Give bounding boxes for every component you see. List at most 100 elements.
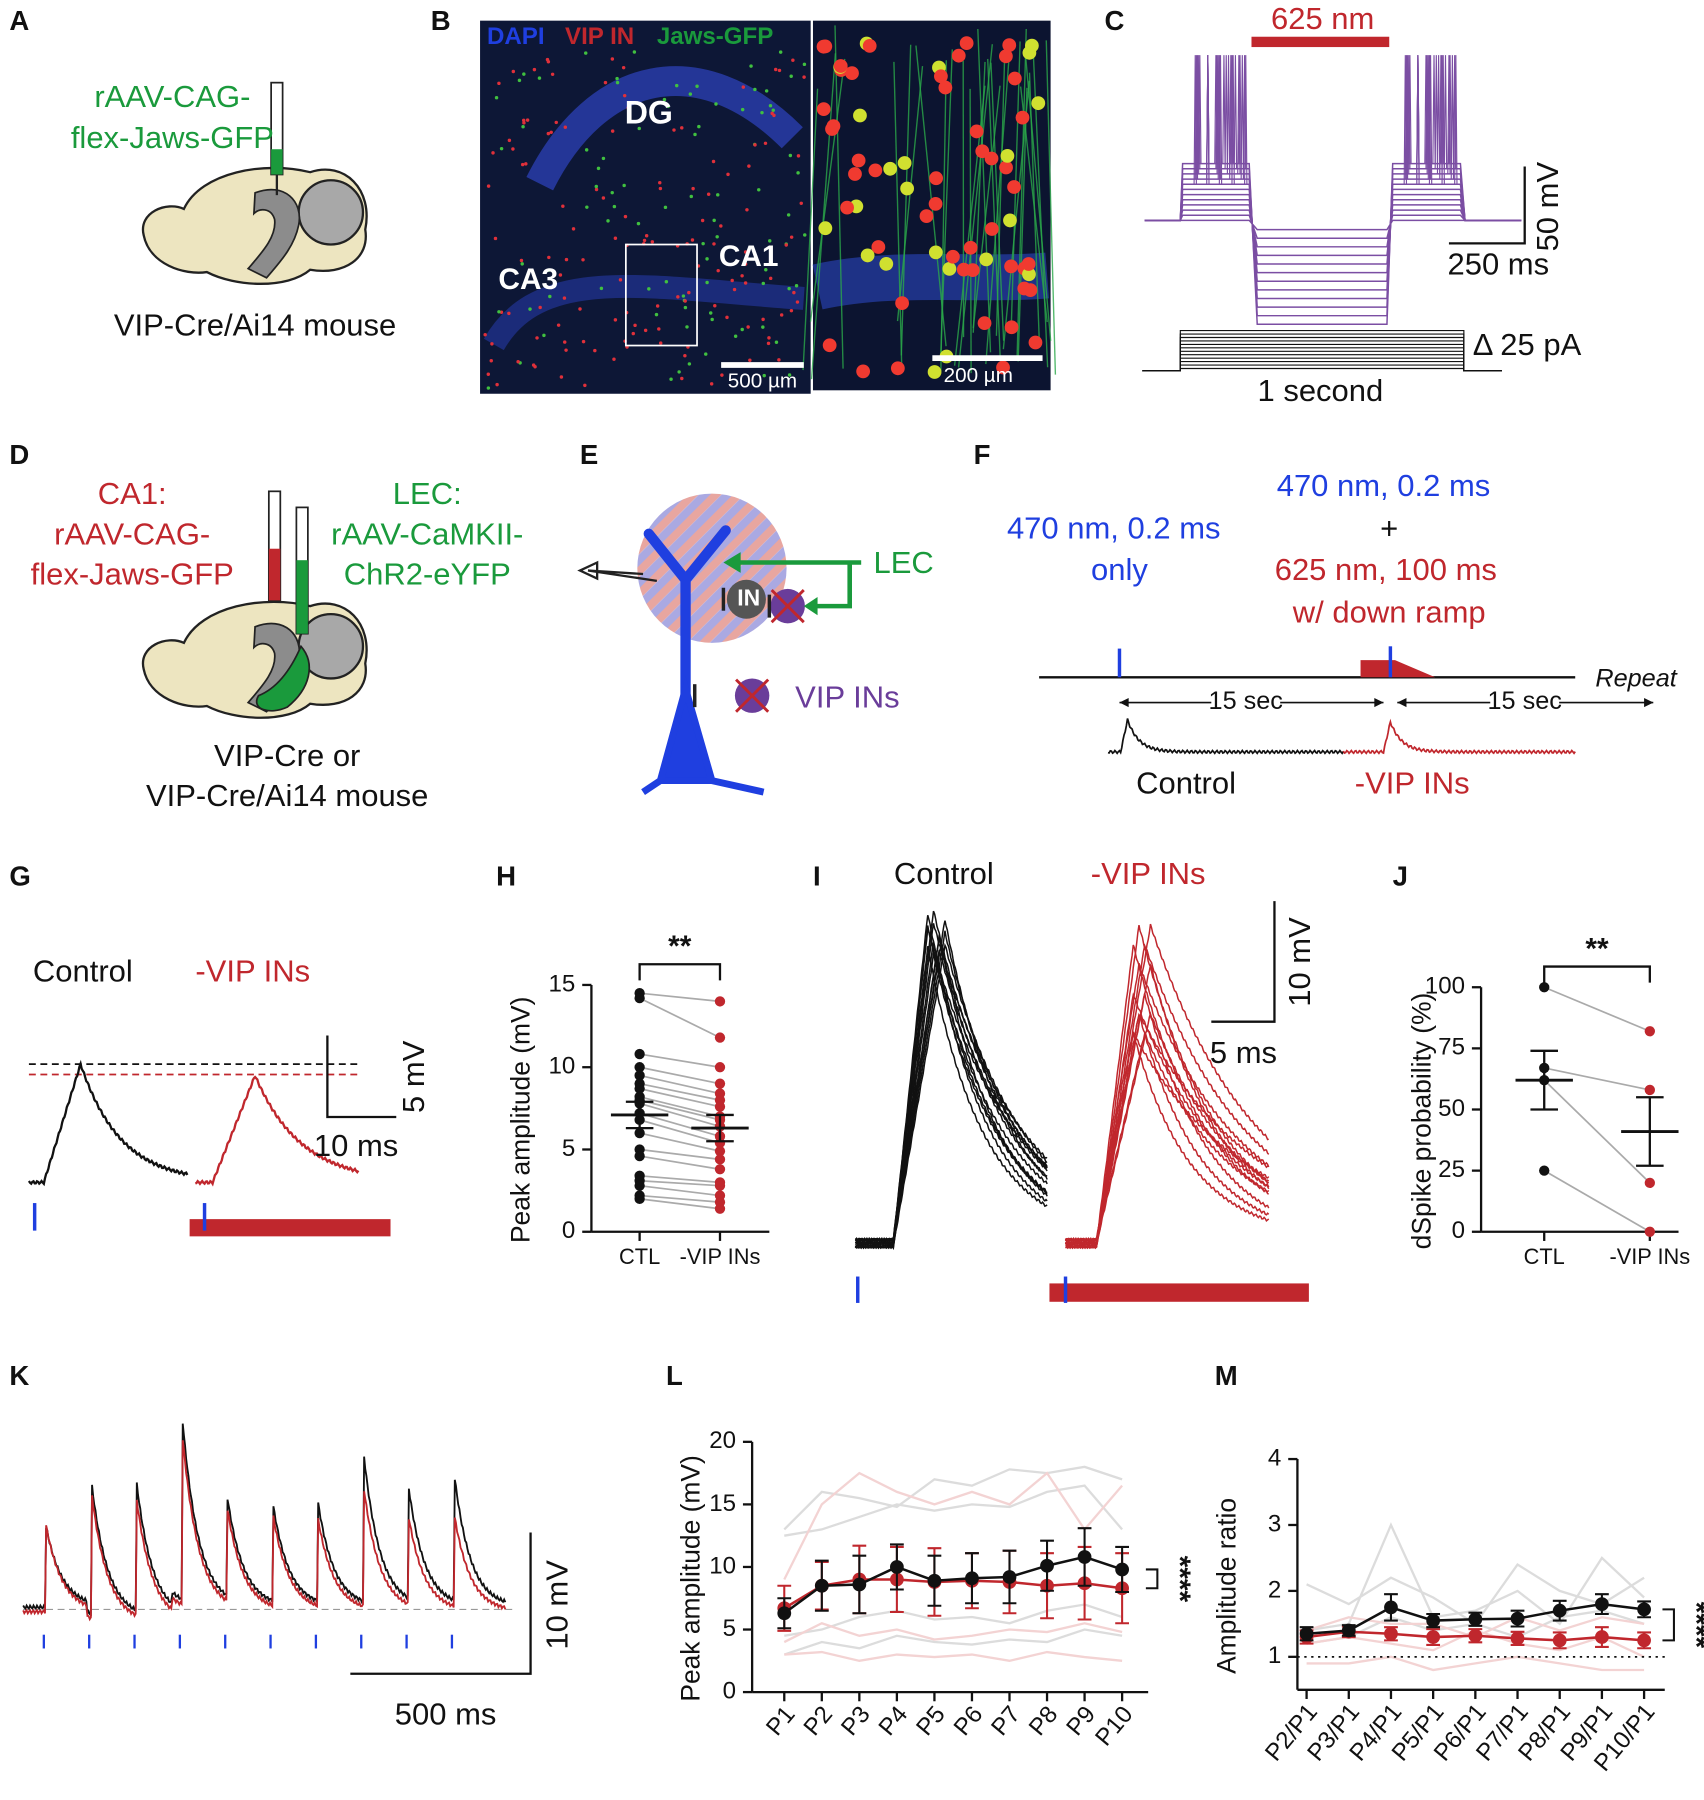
mean-line (783, 1555, 1123, 1615)
light-bar (189, 1219, 391, 1237)
cell (938, 80, 953, 95)
dot (634, 1062, 645, 1073)
cell (533, 365, 537, 369)
cell (848, 167, 862, 181)
y-axis-label: Peak amplitude (mV) (675, 1455, 705, 1701)
panel-label: J (1393, 860, 1408, 891)
cell (826, 119, 841, 133)
cell (897, 156, 912, 170)
pair-line (639, 1148, 721, 1161)
light-bar (1251, 36, 1390, 48)
cell (499, 146, 504, 151)
cell (593, 348, 597, 353)
cell (956, 262, 971, 277)
scale-bar (1448, 166, 1526, 245)
pair-line (639, 1087, 721, 1108)
cell (537, 76, 542, 80)
cell (774, 340, 779, 344)
cell (1017, 281, 1032, 296)
cell (622, 93, 627, 98)
cell (680, 126, 684, 130)
cell (507, 311, 511, 316)
label: CA3 (498, 263, 558, 296)
cell (486, 386, 491, 390)
cell (507, 138, 512, 143)
cell (520, 262, 524, 266)
cell (720, 373, 724, 377)
cell (789, 308, 794, 313)
neurite (810, 53, 837, 380)
cell (522, 72, 526, 76)
dot (714, 1078, 726, 1089)
dot (1644, 1226, 1655, 1237)
cell (562, 296, 567, 300)
neurite (939, 49, 953, 358)
mean-dot (927, 1573, 942, 1588)
neurite (972, 85, 1001, 329)
cell (770, 111, 774, 116)
cell (594, 184, 599, 189)
dot (634, 1127, 645, 1139)
cell (1000, 148, 1015, 163)
trace (27, 1059, 189, 1187)
cell (840, 200, 854, 215)
cell (862, 38, 877, 53)
label: rAAV-CAG- (94, 79, 250, 114)
cell (520, 162, 525, 167)
cell (497, 81, 501, 86)
pair-line (1543, 986, 1651, 1033)
label: VIP IN (565, 23, 634, 50)
cell (494, 95, 499, 100)
trace (1142, 367, 1502, 372)
pyr-band (812, 252, 1049, 310)
cell (612, 204, 617, 209)
cell (979, 252, 994, 267)
cell (594, 187, 599, 192)
label: Control (1136, 765, 1236, 800)
x-tick-label: -VIP INs (680, 1244, 761, 1269)
panel-label: E (580, 439, 598, 470)
cell (581, 339, 586, 344)
cell (563, 340, 567, 344)
y-tick-label: 2 (1268, 1576, 1281, 1603)
label: 50 mV (1530, 162, 1565, 252)
y-tick-label: 15 (709, 1490, 736, 1517)
cell (760, 110, 764, 115)
cell (547, 268, 551, 272)
cell (683, 305, 688, 310)
cell (853, 108, 867, 123)
dot (634, 992, 645, 1004)
cell (548, 294, 552, 299)
label: 250 ms (1447, 247, 1549, 282)
cell (773, 67, 778, 72)
y-axis-label: Peak amplitude (mV) (506, 997, 536, 1243)
label: -VIP INs (195, 954, 310, 989)
pair-line (639, 1184, 721, 1197)
cell (871, 240, 886, 254)
label: 10 mV (1282, 917, 1317, 1007)
cell (732, 287, 737, 292)
cell (571, 227, 576, 231)
label: Δ 25 pA (1473, 327, 1582, 362)
cell (613, 236, 618, 240)
cell (658, 180, 662, 185)
x-tick-label: -VIP INs (1609, 1244, 1690, 1269)
cell (654, 312, 659, 317)
cell (704, 352, 708, 356)
cell (550, 72, 555, 77)
cell (521, 118, 526, 123)
mean-dot (1426, 1630, 1441, 1644)
pair-line (639, 1102, 721, 1128)
cell (542, 333, 546, 338)
mean-dot (1510, 1611, 1525, 1626)
panel-label: C (1105, 5, 1125, 36)
cell (761, 325, 765, 329)
panel-label: L (666, 1360, 683, 1391)
cell (610, 190, 614, 195)
individual-line (783, 1465, 1123, 1531)
trace (854, 925, 1048, 1250)
inset-box (624, 243, 698, 347)
cell (746, 325, 750, 329)
cell (564, 348, 568, 352)
cell (637, 126, 641, 131)
